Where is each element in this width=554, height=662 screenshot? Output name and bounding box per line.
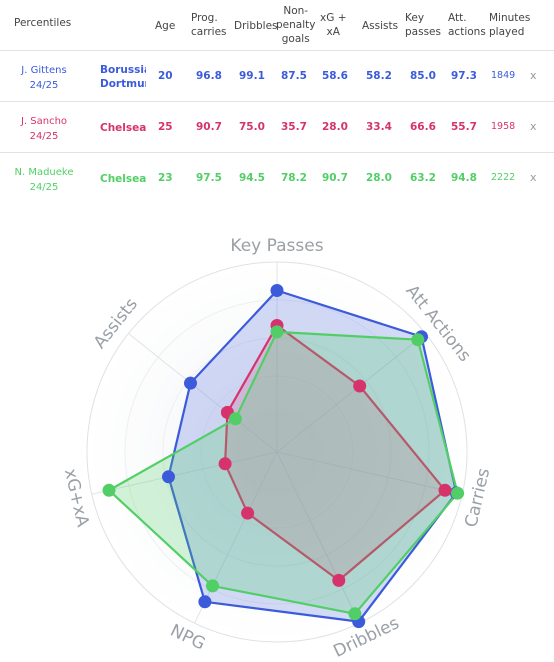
radar-point (348, 607, 362, 621)
radar-spoke (128, 333, 278, 453)
cell-dribbles: 75.0 (239, 121, 265, 133)
radar-point (102, 483, 116, 497)
radar-point (353, 379, 367, 393)
cell-age: 23 (158, 172, 173, 184)
radar-point (162, 470, 175, 484)
cell-assists: 28.0 (366, 172, 392, 184)
radar-point (198, 595, 212, 609)
cell-prog-carries: 96.8 (196, 70, 222, 82)
cell-key-passes: 63.2 (410, 172, 436, 184)
header-att-actions: Att. actions (448, 12, 486, 38)
player-name[interactable]: J. Sancho 24/25 (20, 116, 68, 142)
radar-point (438, 483, 452, 497)
radar-spoke (276, 333, 426, 453)
radar-point (270, 284, 284, 297)
table-header: Percentiles Age Prog. carries Dribbles No… (0, 0, 554, 51)
cell-xg-xa: 90.7 (322, 172, 348, 184)
cell-minutes: 1849 (491, 70, 516, 81)
radar-point (332, 573, 346, 587)
remove-player-button[interactable]: x (530, 69, 537, 82)
club-name: Chelsea (100, 122, 146, 134)
radar-point (218, 457, 232, 471)
cell-xg-xa: 58.6 (322, 70, 348, 82)
radar-point (206, 579, 219, 593)
radar-series-2 (107, 330, 459, 615)
radar-series-1 (224, 324, 447, 582)
remove-player-button[interactable]: x (530, 171, 537, 184)
header-key-passes: Key passes (405, 12, 441, 38)
header-age: Age (155, 20, 176, 32)
cell-minutes: 2222 (491, 172, 516, 183)
cell-dribbles: 94.5 (239, 172, 265, 184)
radar-axis-label: Carries (461, 466, 494, 529)
player-name[interactable]: N. Madueke 24/25 (14, 167, 74, 193)
cell-prog-carries: 97.5 (196, 172, 222, 184)
cell-assists: 58.2 (366, 70, 392, 82)
cell-age: 25 (158, 121, 173, 133)
club-name: BorussiaDortmund (100, 64, 146, 90)
radar-point (184, 376, 197, 390)
table-row-sancho: J. Sancho 24/25 Chelsea 25 90.7 75.0 35.7… (0, 102, 554, 153)
cell-att-actions: 55.7 (451, 121, 477, 133)
radar-point (451, 486, 465, 500)
cell-prog-carries: 90.7 (196, 121, 222, 133)
header-dribbles: Dribbles (234, 20, 278, 32)
header-npg: Non-penalty goals (276, 5, 316, 45)
radar-point (270, 325, 284, 339)
cell-dribbles: 99.1 (239, 70, 265, 82)
radar-point (228, 412, 242, 426)
percentile-table: Percentiles Age Prog. carries Dribbles No… (0, 0, 554, 203)
cell-minutes: 1958 (491, 121, 516, 132)
radar-spoke (276, 451, 360, 624)
header-minutes: Minutes played (489, 12, 531, 38)
cell-age: 20 (158, 70, 173, 82)
header-percentiles: Percentiles (14, 17, 72, 29)
radar-series-0 (167, 289, 458, 623)
cell-xg-xa: 28.0 (322, 121, 348, 133)
table-row-madueke: N. Madueke 24/25 Chelsea 23 97.5 94.5 78.… (0, 153, 554, 203)
header-assists: Assists (362, 20, 399, 32)
cell-npg: 35.7 (281, 121, 307, 133)
header-prog-carries: Prog. carries (191, 12, 227, 38)
cell-key-passes: 85.0 (410, 70, 436, 82)
radar-axis-label: Key Passes (230, 236, 323, 256)
radar-spoke (194, 451, 278, 624)
header-xg-xa: xG + xA (320, 12, 347, 38)
radar-point (411, 333, 425, 347)
cell-npg: 78.2 (281, 172, 307, 184)
radar-spoke (276, 451, 463, 495)
remove-player-button[interactable]: x (530, 120, 537, 133)
radar-spoke (91, 451, 278, 495)
cell-assists: 33.4 (366, 121, 392, 133)
radar-point (241, 506, 255, 520)
radar-axis-label: xG+xA (60, 467, 93, 530)
club-name: Chelsea (100, 173, 146, 185)
player-name[interactable]: J. Gittens 24/25 (21, 65, 67, 91)
cell-npg: 87.5 (281, 70, 307, 82)
cell-att-actions: 97.3 (451, 70, 477, 82)
cell-key-passes: 66.6 (410, 121, 436, 133)
cell-att-actions: 94.8 (451, 172, 477, 184)
